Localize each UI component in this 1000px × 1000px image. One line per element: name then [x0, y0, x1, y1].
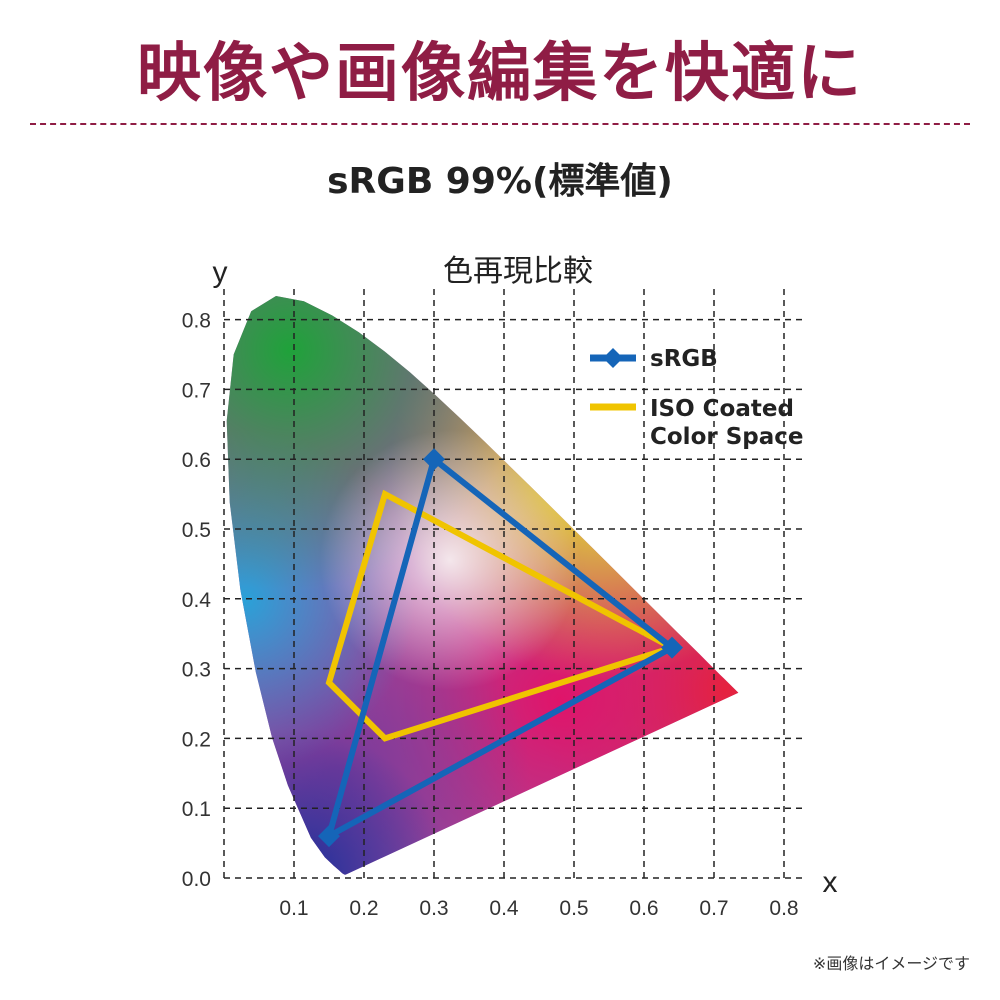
y-tick-label: 0.2 — [182, 728, 211, 751]
chart-series — [318, 448, 683, 848]
legend-item-iso-coated: ISO Coated Color Space — [590, 396, 804, 450]
x-tick-label: 0.2 — [349, 897, 378, 920]
x-tick-label: 0.8 — [769, 897, 798, 920]
y-tick-label: 0.5 — [182, 519, 211, 542]
y-tick-label: 0.4 — [182, 589, 212, 612]
series-point-srgb — [661, 636, 683, 659]
series-line-iso-coated — [325, 489, 680, 742]
series-point-srgb — [318, 825, 340, 848]
y-tick-label: 0.0 — [182, 868, 211, 891]
x-tick-label: 0.6 — [629, 897, 658, 920]
legend-label-srgb: sRGB — [650, 346, 718, 372]
legend-label-iso-coated-line2: Color Space — [650, 424, 804, 450]
y-tick-label: 0.6 — [182, 449, 211, 472]
dashed-divider — [30, 123, 970, 125]
chart-title: 色再現比較 — [443, 254, 593, 289]
x-tick-label: 0.7 — [699, 897, 728, 920]
legend-item-srgb: sRGB — [590, 346, 718, 372]
x-axis-label: x — [823, 866, 838, 899]
page-headline: 映像や画像編集を快適に — [137, 37, 863, 111]
y-tick-label: 0.1 — [182, 798, 211, 821]
legend: sRGB ISO Coated Color Space — [590, 346, 804, 450]
x-tick-label: 0.5 — [559, 897, 588, 920]
series-point-srgb — [423, 448, 445, 471]
x-tick-label: 0.1 — [279, 897, 308, 920]
x-tick-label: 0.3 — [419, 897, 448, 920]
axis-ticks: 0.1 0.2 0.3 0.4 0.5 0.6 0.7 0.8 0.0 0.1 0.2 0.3 0.4 0… — [182, 310, 799, 920]
image-disclaimer: ※画像はイメージです — [812, 954, 970, 973]
y-axis-label: y — [213, 256, 228, 289]
x-tick-label: 0.4 — [489, 897, 519, 920]
series-line-srgb — [324, 454, 678, 843]
y-tick-label: 0.3 — [182, 659, 211, 682]
spectral-locus — [226, 296, 739, 875]
y-tick-label: 0.8 — [182, 310, 211, 333]
chart-grid — [223, 284, 805, 879]
page-subheadline: sRGB 99%(標準値) — [327, 161, 673, 202]
y-tick-label: 0.7 — [182, 379, 211, 402]
legend-label-iso-coated-line1: ISO Coated — [650, 396, 794, 422]
